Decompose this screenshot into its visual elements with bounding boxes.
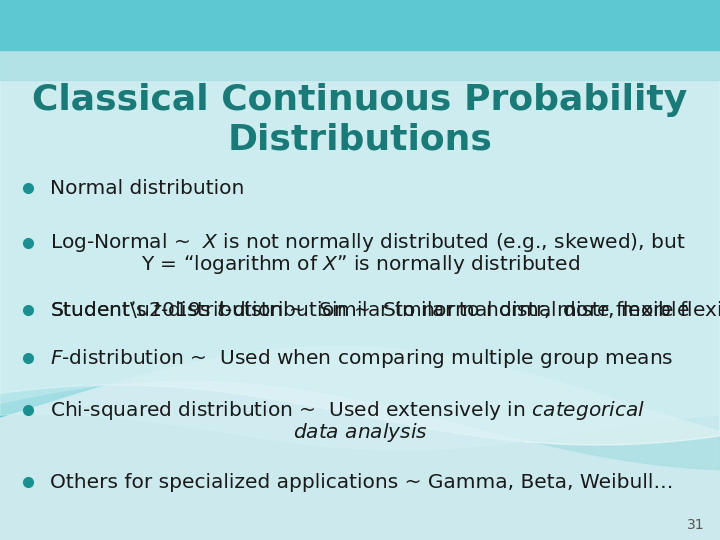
Text: Log-Normal ~  $X$ is not normally distributed (e.g., skewed), but: Log-Normal ~ $X$ is not normally distrib… xyxy=(50,232,685,254)
Text: $\mathit{data\ analysis}$: $\mathit{data\ analysis}$ xyxy=(292,421,428,443)
Text: $F$-distribution ~  Used when comparing multiple group means: $F$-distribution ~ Used when comparing m… xyxy=(50,347,673,369)
Bar xyxy=(0,0,720,50)
Text: Chi-squared distribution ~  Used extensively in $\mathit{categorical}$: Chi-squared distribution ~ Used extensiv… xyxy=(50,399,645,422)
Bar xyxy=(0,45,720,80)
Text: Distributions: Distributions xyxy=(228,123,492,157)
Text: Y = “logarithm of $X$” is normally distributed: Y = “logarithm of $X$” is normally distr… xyxy=(140,253,580,276)
Text: Classical Continuous Probability: Classical Continuous Probability xyxy=(32,83,688,117)
Text: Student\u2019s $t$-distribution ~  Similar to normal distr, more flexible: Student\u2019s $t$-distribution ~ Simila… xyxy=(50,300,720,321)
Text: Others for specialized applications ~ Gamma, Beta, Weibull…: Others for specialized applications ~ Ga… xyxy=(50,472,673,491)
Text: 31: 31 xyxy=(688,518,705,532)
Text: Normal distribution: Normal distribution xyxy=(50,179,244,198)
Text: Student’s $t$-distribution ∼  Similar to normal distr, more flexible: Student’s $t$-distribution ∼ Similar to … xyxy=(50,300,690,321)
